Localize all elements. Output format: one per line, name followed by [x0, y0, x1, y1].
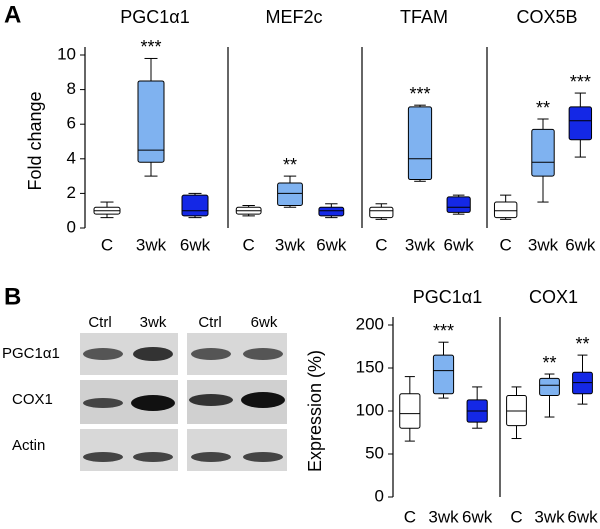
row-label: Actin: [12, 437, 45, 454]
chart-title: COX5B: [516, 7, 577, 27]
y-tick-label: 0: [375, 486, 384, 505]
x-tick-label: C: [101, 235, 113, 254]
y-tick-label: 50: [365, 443, 384, 462]
box: [277, 182, 303, 207]
band: [243, 452, 283, 462]
significance: ***: [433, 321, 454, 341]
band: [83, 452, 123, 462]
y-axis-label: Expression (%): [305, 350, 325, 472]
box: [568, 106, 593, 141]
row-label: COX1: [12, 391, 53, 408]
blot-panel: [80, 429, 178, 471]
x-tick-label: 6wk: [316, 235, 347, 254]
chart-title: MEF2c: [265, 7, 322, 27]
box: [446, 196, 471, 213]
western-blot: Ctrl 3wk Ctrl 6wk PGC1α1 COX1 Actin: [2, 314, 287, 471]
box: [318, 206, 345, 217]
box: [493, 201, 518, 219]
band: [83, 398, 123, 408]
y-tick-label: 100: [356, 400, 384, 419]
x-tick-label: C: [404, 507, 416, 526]
x-tick-label: 6wk: [180, 235, 211, 254]
significance: ***: [140, 37, 161, 57]
y-tick-label: 150: [356, 357, 384, 376]
y-tick-label: 0: [67, 217, 76, 236]
y-tick-label: 4: [67, 148, 76, 167]
significance: ***: [409, 84, 430, 104]
lane-label: Ctrl: [88, 314, 111, 331]
x-tick-label: 6wk: [462, 507, 493, 526]
band: [243, 348, 283, 360]
x-tick-label: 3wk: [428, 507, 459, 526]
blot-panel: [187, 429, 287, 471]
chart-title: PGC1α1: [120, 7, 189, 27]
significance: **: [575, 334, 589, 354]
x-tick-label: C: [375, 235, 387, 254]
lane-label: 6wk: [251, 314, 278, 331]
y-tick-label: 200: [356, 314, 384, 333]
x-tick-label: 6wk: [444, 235, 475, 254]
significance: **: [536, 98, 550, 118]
x-tick-label: 3wk: [528, 235, 559, 254]
box: [432, 354, 455, 395]
y-tick-label: 8: [67, 79, 76, 98]
band: [241, 392, 285, 408]
x-tick-label: 6wk: [567, 507, 598, 526]
band: [191, 452, 231, 462]
x-tick-label: C: [243, 235, 255, 254]
x-tick-label: 3wk: [405, 235, 436, 254]
y-tick-label: 6: [67, 114, 76, 133]
band: [133, 452, 173, 462]
box: [137, 80, 165, 163]
significance: **: [542, 353, 556, 373]
row-label: PGC1α1: [2, 345, 60, 362]
box: [181, 194, 209, 217]
band: [189, 394, 233, 406]
band: [133, 347, 173, 361]
lane-label: 3wk: [140, 314, 167, 331]
y-axis-label: Fold change: [25, 91, 45, 190]
x-tick-label: C: [510, 507, 522, 526]
x-tick-label: 3wk: [136, 235, 167, 254]
chart-title: PGC1α1: [413, 287, 482, 307]
chart-title: COX1: [529, 287, 578, 307]
x-tick-label: 3wk: [275, 235, 306, 254]
y-tick-label: 10: [57, 44, 76, 63]
band: [83, 348, 123, 360]
y-tick-label: 2: [67, 183, 76, 202]
lane-label: Ctrl: [198, 314, 221, 331]
box: [539, 377, 560, 397]
significance: **: [283, 155, 297, 175]
box: [369, 206, 394, 219]
band: [191, 348, 231, 360]
x-tick-label: C: [500, 235, 512, 254]
band: [131, 395, 175, 411]
significance: ***: [570, 72, 591, 92]
panel-label: B: [4, 283, 21, 310]
box: [399, 393, 421, 429]
chart-title: TFAM: [400, 7, 448, 27]
x-tick-label: 3wk: [534, 507, 565, 526]
box: [531, 128, 555, 177]
panel-label: A: [4, 1, 21, 28]
box: [407, 106, 433, 181]
x-tick-label: 6wk: [565, 235, 596, 254]
